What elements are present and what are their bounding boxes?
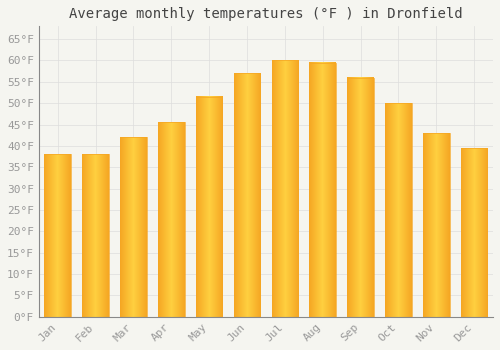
Bar — [234, 73, 260, 317]
Bar — [423, 133, 450, 317]
Bar — [310, 63, 336, 317]
Bar — [348, 78, 374, 317]
Bar — [385, 103, 411, 317]
Bar — [196, 97, 222, 317]
Bar — [82, 154, 109, 317]
Bar — [120, 137, 146, 317]
Bar — [158, 122, 184, 317]
Bar — [461, 148, 487, 317]
Bar — [44, 154, 71, 317]
Title: Average monthly temperatures (°F ) in Dronfield: Average monthly temperatures (°F ) in Dr… — [69, 7, 462, 21]
Bar — [272, 61, 298, 317]
